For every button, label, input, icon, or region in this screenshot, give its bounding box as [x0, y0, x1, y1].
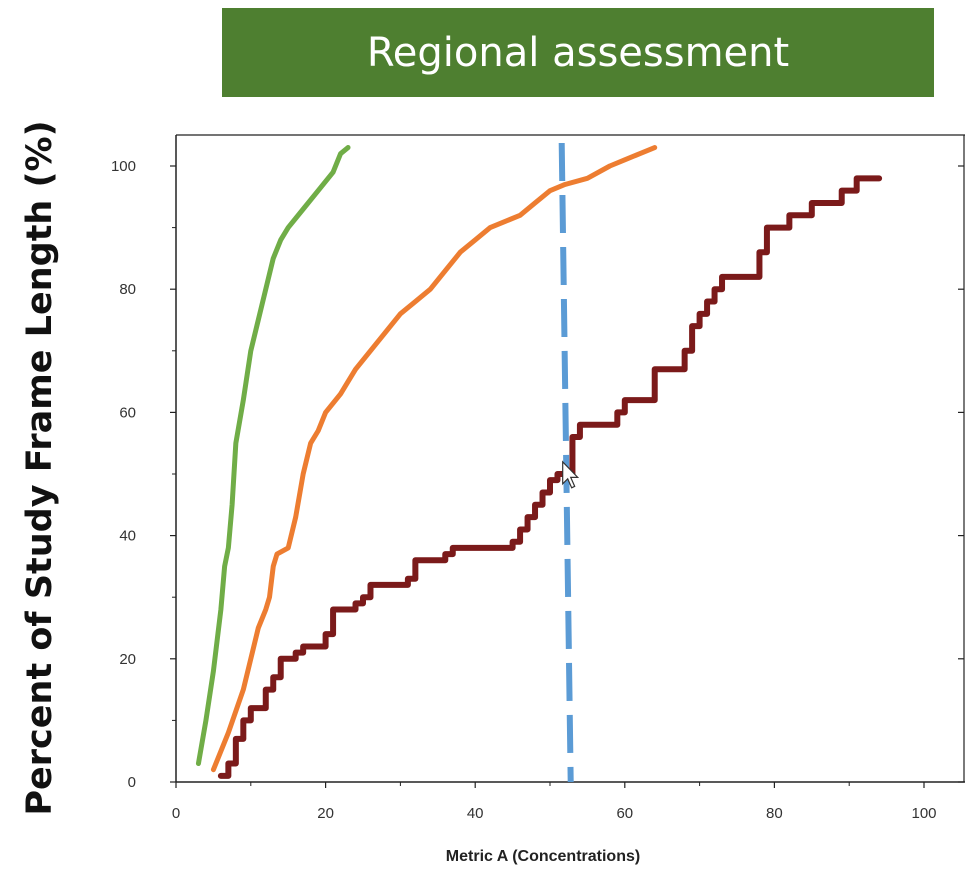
chart-title-banner: Regional assessment — [222, 8, 934, 97]
y-tick-label: 20 — [119, 651, 136, 668]
mouse-cursor-icon — [562, 460, 580, 489]
y-tick-label: 80 — [119, 281, 136, 298]
x-tick-label: 100 — [911, 805, 936, 822]
vertical-dashed-marker — [558, 142, 574, 783]
y-tick-label: 0 — [128, 774, 136, 791]
x-tick-label: 40 — [467, 805, 484, 822]
x-tick-label: 0 — [172, 805, 180, 822]
y-axis-label: Percent of Study Frame Length (%) — [20, 120, 60, 816]
y-tick-label: 100 — [111, 158, 136, 175]
series-line-1 — [195, 145, 351, 767]
x-tick-label: 80 — [766, 805, 783, 822]
y-tick-label: 60 — [119, 404, 136, 421]
x-tick-label: 20 — [317, 805, 334, 822]
series-line-3 — [217, 175, 883, 779]
y-tick-label: 40 — [119, 528, 136, 545]
x-tick-label: 60 — [616, 805, 633, 822]
x-axis-label: Metric A (Concentrations) — [445, 848, 641, 865]
series-line-2 — [210, 145, 658, 773]
